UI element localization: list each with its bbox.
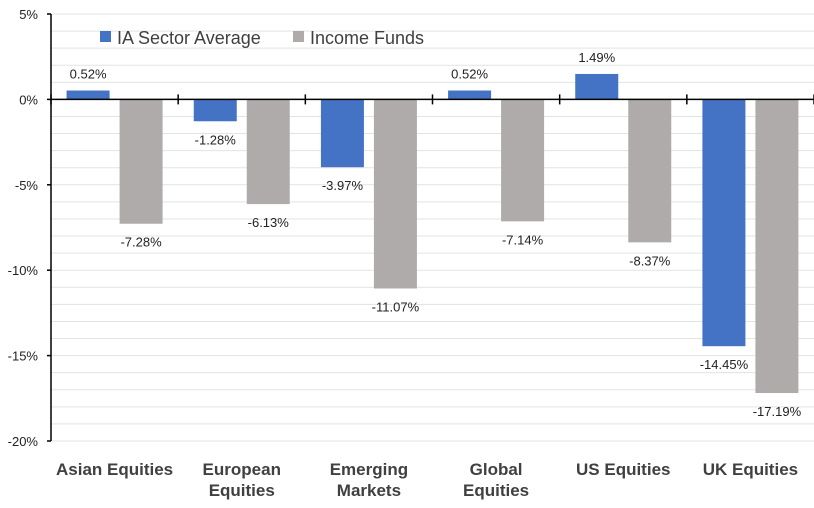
bar [246, 99, 290, 205]
data-label: -3.97% [322, 178, 364, 193]
legend-swatch [100, 31, 111, 42]
data-label: -7.28% [120, 235, 162, 250]
y-tick-label: 0% [19, 92, 38, 107]
bar [119, 99, 163, 224]
category-labels: Asian Equities European Equities Emerging Ma… [56, 460, 798, 500]
data-label: -8.37% [629, 253, 671, 268]
category-label: European Equities [203, 460, 281, 500]
bar [755, 99, 799, 394]
category-label: US Equities [576, 460, 670, 479]
category-label: Emerging Markets [330, 460, 408, 500]
y-tick-label: -10% [8, 263, 39, 278]
data-label: 1.49% [578, 50, 615, 65]
y-tick-labels: 5% 0% -5% -10% -15% -20% [8, 7, 39, 449]
data-label: -6.13% [248, 215, 290, 230]
legend-label: IA Sector Average [117, 28, 261, 48]
bar [501, 99, 545, 222]
bar [66, 90, 110, 100]
data-label: 0.52% [451, 67, 488, 82]
data-label: -17.19% [753, 404, 802, 419]
category-label: UK Equities [703, 460, 798, 479]
bar [373, 99, 417, 289]
bar [193, 99, 237, 122]
bar [575, 73, 619, 100]
legend-label: Income Funds [310, 28, 424, 48]
bars [66, 73, 799, 394]
data-label: 0.52% [70, 67, 107, 82]
legend-swatch [293, 31, 304, 42]
bar [702, 99, 746, 347]
bar [320, 99, 364, 168]
y-tick-label: -5% [15, 178, 39, 193]
y-tick-label: -20% [8, 434, 39, 449]
legend: IA Sector Average Income Funds [100, 28, 424, 48]
category-label: Global Equities [463, 460, 529, 500]
bar [628, 99, 672, 243]
data-label: -1.28% [195, 132, 237, 147]
axes [47, 13, 814, 442]
data-label: -7.14% [502, 232, 544, 247]
data-label: -14.45% [700, 357, 749, 372]
y-tick-label: -15% [8, 349, 39, 364]
gridlines [51, 13, 814, 442]
y-tick-label: 5% [19, 7, 38, 22]
category-label: Asian Equities [56, 460, 173, 479]
bar [448, 90, 492, 100]
data-label: -11.07% [372, 299, 420, 314]
data-labels: 0.52% -1.28% -3.97% 0.52% 1.49% -14.45% -7.28%… [70, 50, 802, 419]
